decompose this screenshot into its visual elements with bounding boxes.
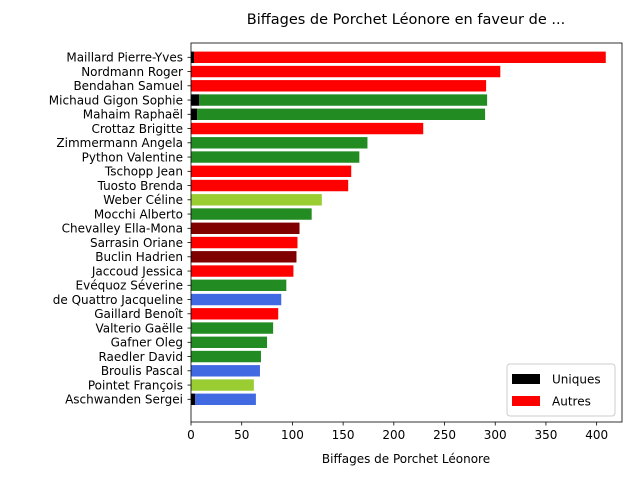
y-tick-label: Crottaz Brigitte — [91, 122, 183, 136]
bar-autres — [199, 94, 488, 106]
x-tick-label: 250 — [433, 428, 456, 442]
x-tick-label: 50 — [234, 428, 249, 442]
y-tick-label: Evéquoz Séverine — [76, 279, 183, 293]
bar-autres — [191, 336, 268, 348]
y-tick-label: Nordmann Roger — [81, 65, 183, 79]
y-tick-label: de Quattro Jacqueline — [53, 293, 183, 307]
y-tick-label: Chevalley Ella-Mona — [62, 222, 183, 236]
x-tick-label: 150 — [332, 428, 355, 442]
bar-autres — [191, 122, 424, 135]
y-tick-label: Weber Céline — [103, 193, 183, 207]
bar-autres — [191, 236, 298, 249]
x-axis-ticks: 0 50 100 150 200 250 300 350 400 — [187, 422, 608, 442]
x-axis-label: Biffages de Porchet Léonore — [322, 452, 490, 466]
bar-autres — [191, 137, 368, 149]
y-tick-label: Gaillard Benoît — [94, 307, 183, 321]
bar-autres — [194, 51, 606, 63]
bar-autres — [191, 80, 487, 92]
y-tick-label: Tuosto Brenda — [97, 179, 183, 193]
y-tick-label: Maillard Pierre-Yves — [66, 51, 183, 65]
y-tick-label: Aschwanden Sergei — [65, 393, 183, 407]
y-tick-label: Valterio Gaëlle — [95, 321, 183, 335]
bar-uniques — [191, 393, 196, 405]
bar-uniques — [191, 51, 195, 63]
x-tick-label: 350 — [534, 428, 557, 442]
x-tick-label: 300 — [484, 428, 507, 442]
x-tick-label: 100 — [281, 428, 304, 442]
y-tick-label: Sarrasin Oriane — [90, 236, 183, 250]
bar-autres — [191, 151, 360, 163]
legend: Uniques Autres — [506, 363, 616, 417]
y-tick-label: Mahaim Raphaël — [83, 108, 183, 122]
y-tick-label: Raedler David — [98, 350, 183, 364]
plot-frame — [190, 42, 623, 423]
legend-swatch — [512, 396, 540, 406]
y-tick-label: Gafner Oleg — [111, 336, 183, 350]
bar-autres — [191, 279, 287, 291]
y-tick-label: Broulis Pascal — [101, 364, 183, 378]
y-tick-label: Tschopp Jean — [104, 165, 183, 179]
bar-autres — [191, 308, 279, 320]
y-tick-label: Bendahan Samuel — [73, 79, 183, 93]
y-tick-label: Python Valentine — [82, 150, 183, 164]
bar-autres — [191, 65, 501, 78]
bar-autres — [197, 108, 486, 120]
y-tick-label: Mocchi Alberto — [94, 207, 183, 221]
chart-title: Biffages de Porchet Léonore en faveur de… — [247, 12, 565, 28]
y-tick-label: Jaccoud Jessica — [91, 264, 183, 278]
bar-autres — [191, 365, 260, 377]
x-tick-label: 0 — [187, 428, 195, 442]
x-tick-label: 400 — [585, 428, 608, 442]
bar-autres — [191, 194, 322, 206]
y-tick-label: Michaud Gigon Sophie — [49, 93, 183, 107]
bar-autres — [191, 265, 294, 277]
y-tick-label: Buclin Hadrien — [95, 250, 183, 264]
bar-autres — [191, 165, 352, 177]
y-tick-label: Zimmermann Angela — [56, 136, 183, 150]
bar-uniques — [191, 94, 200, 106]
bar-autres — [191, 379, 254, 391]
x-tick-label: 200 — [382, 428, 405, 442]
legend-swatch — [512, 374, 540, 384]
bar-autres — [191, 293, 282, 306]
bar-autres — [191, 322, 274, 334]
bar-autres — [191, 350, 261, 363]
y-tick-label: Pointet François — [88, 378, 183, 392]
bar-autres — [191, 208, 312, 220]
bar-autres — [191, 222, 300, 234]
legend-label: Uniques — [552, 373, 601, 387]
bar-autres — [191, 251, 297, 263]
bars-group — [191, 51, 606, 405]
legend-label: Autres — [552, 395, 591, 409]
bar-uniques — [191, 108, 198, 120]
bar-autres — [195, 393, 256, 405]
bar-autres — [191, 179, 349, 192]
